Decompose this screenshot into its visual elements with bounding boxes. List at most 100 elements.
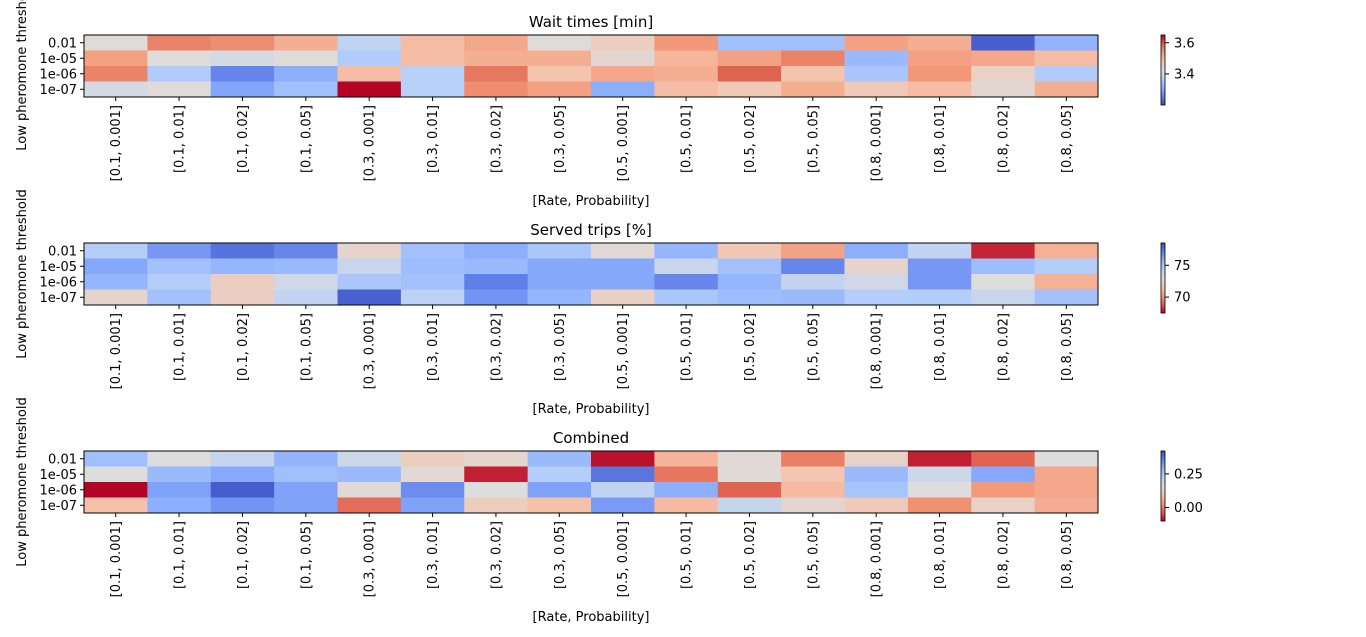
colorbar bbox=[1160, 34, 1166, 106]
x-tick-label: [0.1, 0.01] bbox=[173, 105, 188, 173]
heatmap-cell bbox=[844, 50, 909, 67]
x-tick-label: [0.3, 0.01] bbox=[426, 105, 441, 173]
x-tick-label: [0.5, 0.05] bbox=[806, 521, 821, 589]
heatmap-cell bbox=[781, 451, 845, 467]
x-tick-label: [0.3, 0.05] bbox=[553, 521, 568, 589]
heatmap-cell bbox=[400, 81, 465, 98]
heatmap-cell bbox=[1034, 274, 1099, 290]
heatmap-cell bbox=[464, 451, 529, 467]
heatmap-cell bbox=[400, 258, 465, 275]
heatmap-cell bbox=[717, 451, 782, 467]
x-axis-label: [Rate, Probability] bbox=[533, 402, 650, 417]
heatmap-cell bbox=[717, 482, 782, 498]
heatmap-cell bbox=[591, 35, 655, 51]
heatmap-cell bbox=[907, 289, 972, 306]
heatmap-cell bbox=[591, 274, 655, 290]
heatmap-cell bbox=[971, 66, 1036, 82]
x-tick-label: [0.8, 0.05] bbox=[1060, 105, 1075, 173]
heatmap-cell bbox=[717, 35, 782, 51]
x-tick-label: [0.3, 0.001] bbox=[363, 105, 378, 181]
heatmap-cell bbox=[971, 274, 1036, 290]
colorbar-tick-label: 70 bbox=[1174, 291, 1191, 306]
heatmap-cell bbox=[84, 258, 148, 275]
heatmap-cell bbox=[400, 482, 465, 498]
colorbar bbox=[1160, 450, 1166, 522]
heatmap-cell bbox=[1034, 497, 1099, 514]
heatmap-cell bbox=[781, 482, 845, 498]
x-tick-label: [0.8, 0.02] bbox=[996, 521, 1011, 589]
heatmap-cell bbox=[844, 289, 909, 306]
heatmap-cell bbox=[274, 274, 338, 290]
x-tick-label: [0.5, 0.02] bbox=[743, 105, 758, 173]
heatmap-cell bbox=[1034, 289, 1099, 306]
heatmap-cell bbox=[527, 289, 592, 306]
heatmap-cell bbox=[527, 66, 592, 82]
heatmap-cell bbox=[464, 66, 529, 82]
heatmap-cell bbox=[717, 274, 782, 290]
heatmap-cell bbox=[210, 243, 275, 259]
y-tick-label: 1e-05 bbox=[39, 260, 77, 275]
x-tick-label: [0.8, 0.001] bbox=[870, 105, 885, 181]
x-axis-label: [Rate, Probability] bbox=[533, 610, 650, 625]
x-tick-label: [0.8, 0.01] bbox=[933, 521, 948, 589]
heatmap-cell bbox=[781, 81, 845, 98]
heatmap-cell bbox=[717, 50, 782, 67]
heatmap-cell bbox=[84, 274, 148, 290]
heatmap-cell bbox=[971, 451, 1036, 467]
heatmap-cell bbox=[147, 258, 212, 275]
heatmap-cell bbox=[1034, 66, 1099, 82]
heatmap-cell bbox=[147, 482, 212, 498]
heatmap-cell bbox=[591, 497, 655, 514]
heatmap-cell bbox=[147, 50, 212, 67]
y-tick-label: 0.01 bbox=[48, 244, 77, 259]
x-tick-label: [0.3, 0.02] bbox=[489, 105, 504, 173]
heatmap-cell bbox=[781, 274, 845, 290]
x-tick-label: [0.1, 0.05] bbox=[299, 521, 314, 589]
x-tick-label: [0.1, 0.001] bbox=[109, 521, 124, 597]
heatmap-cell bbox=[337, 66, 402, 82]
heatmap-cell bbox=[464, 35, 529, 51]
heatmap-cell bbox=[464, 243, 529, 259]
heatmap-cell bbox=[781, 497, 845, 514]
colorbar bbox=[1160, 242, 1166, 314]
heatmap-cell bbox=[717, 497, 782, 514]
heatmap-cell bbox=[84, 66, 148, 82]
heatmap-cell bbox=[274, 258, 338, 275]
heatmap-cell bbox=[654, 243, 719, 259]
plot-frame bbox=[83, 34, 1099, 98]
heatmap-cell bbox=[844, 258, 909, 275]
heatmap-cell bbox=[717, 258, 782, 275]
chart-title: Combined bbox=[553, 429, 629, 447]
heatmap-cell bbox=[654, 258, 719, 275]
heatmap-cell bbox=[781, 466, 845, 483]
heatmap-cell bbox=[337, 289, 402, 306]
heatmap-cell bbox=[464, 466, 529, 483]
heatmap-cell bbox=[400, 66, 465, 82]
x-tick-label: [0.1, 0.001] bbox=[109, 313, 124, 389]
heatmap-cell bbox=[971, 81, 1036, 98]
x-tick-label: [0.8, 0.001] bbox=[870, 313, 885, 389]
colorbar-tick-label: 0.00 bbox=[1174, 501, 1203, 516]
x-tick-label: [0.5, 0.05] bbox=[806, 105, 821, 173]
heatmap-cell bbox=[147, 451, 212, 467]
heatmap-cell bbox=[274, 66, 338, 82]
heatmap-cell bbox=[210, 50, 275, 67]
heatmap-cell bbox=[210, 66, 275, 82]
heatmap-cell bbox=[844, 35, 909, 51]
x-tick-label: [0.1, 0.02] bbox=[236, 105, 251, 173]
heatmap-cell bbox=[717, 289, 782, 306]
heatmap-cell bbox=[654, 50, 719, 67]
heatmap-cell bbox=[400, 451, 465, 467]
x-tick-label: [0.3, 0.02] bbox=[489, 313, 504, 381]
x-tick-label: [0.3, 0.05] bbox=[553, 313, 568, 381]
heatmap-cell bbox=[1034, 35, 1099, 51]
heatmap-cell bbox=[907, 497, 972, 514]
y-axis-label: Low pheromone threshold bbox=[15, 189, 30, 358]
y-tick-label: 1e-05 bbox=[39, 468, 77, 483]
heatmap-cell bbox=[654, 497, 719, 514]
heatmap-cell bbox=[907, 66, 972, 82]
heatmap-cell bbox=[84, 451, 148, 467]
x-tick-label: [0.1, 0.05] bbox=[299, 313, 314, 381]
